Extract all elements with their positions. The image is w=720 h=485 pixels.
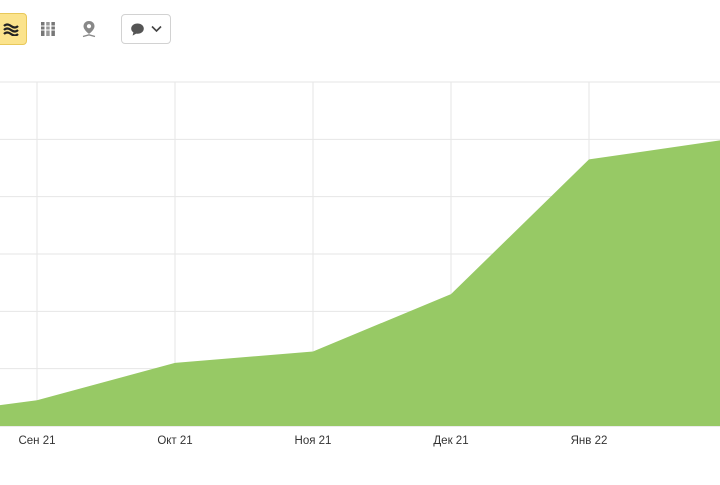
area-series: [0, 140, 720, 426]
column-chart-icon: [41, 22, 55, 36]
stacked-area-chart-button[interactable]: [0, 13, 27, 45]
comments-dropdown[interactable]: [121, 14, 171, 44]
area-series-fill: [0, 140, 720, 426]
x-tick-label: Дек 21: [433, 435, 468, 447]
x-tick-label: Янв 22: [571, 435, 608, 447]
x-tick-label: Ноя 21: [295, 435, 332, 447]
chart-toolbar: [0, 0, 720, 60]
comment-icon: [131, 23, 144, 36]
stacked-area-chart-icon: [2, 23, 19, 36]
x-tick-label: Сен 21: [18, 435, 55, 447]
chevron-down-icon: [151, 25, 162, 33]
x-tick-label: Окт 21: [157, 435, 192, 447]
column-chart-button[interactable]: [35, 16, 61, 42]
map-pin-button[interactable]: [76, 16, 102, 42]
map-pin-icon: [82, 21, 96, 38]
